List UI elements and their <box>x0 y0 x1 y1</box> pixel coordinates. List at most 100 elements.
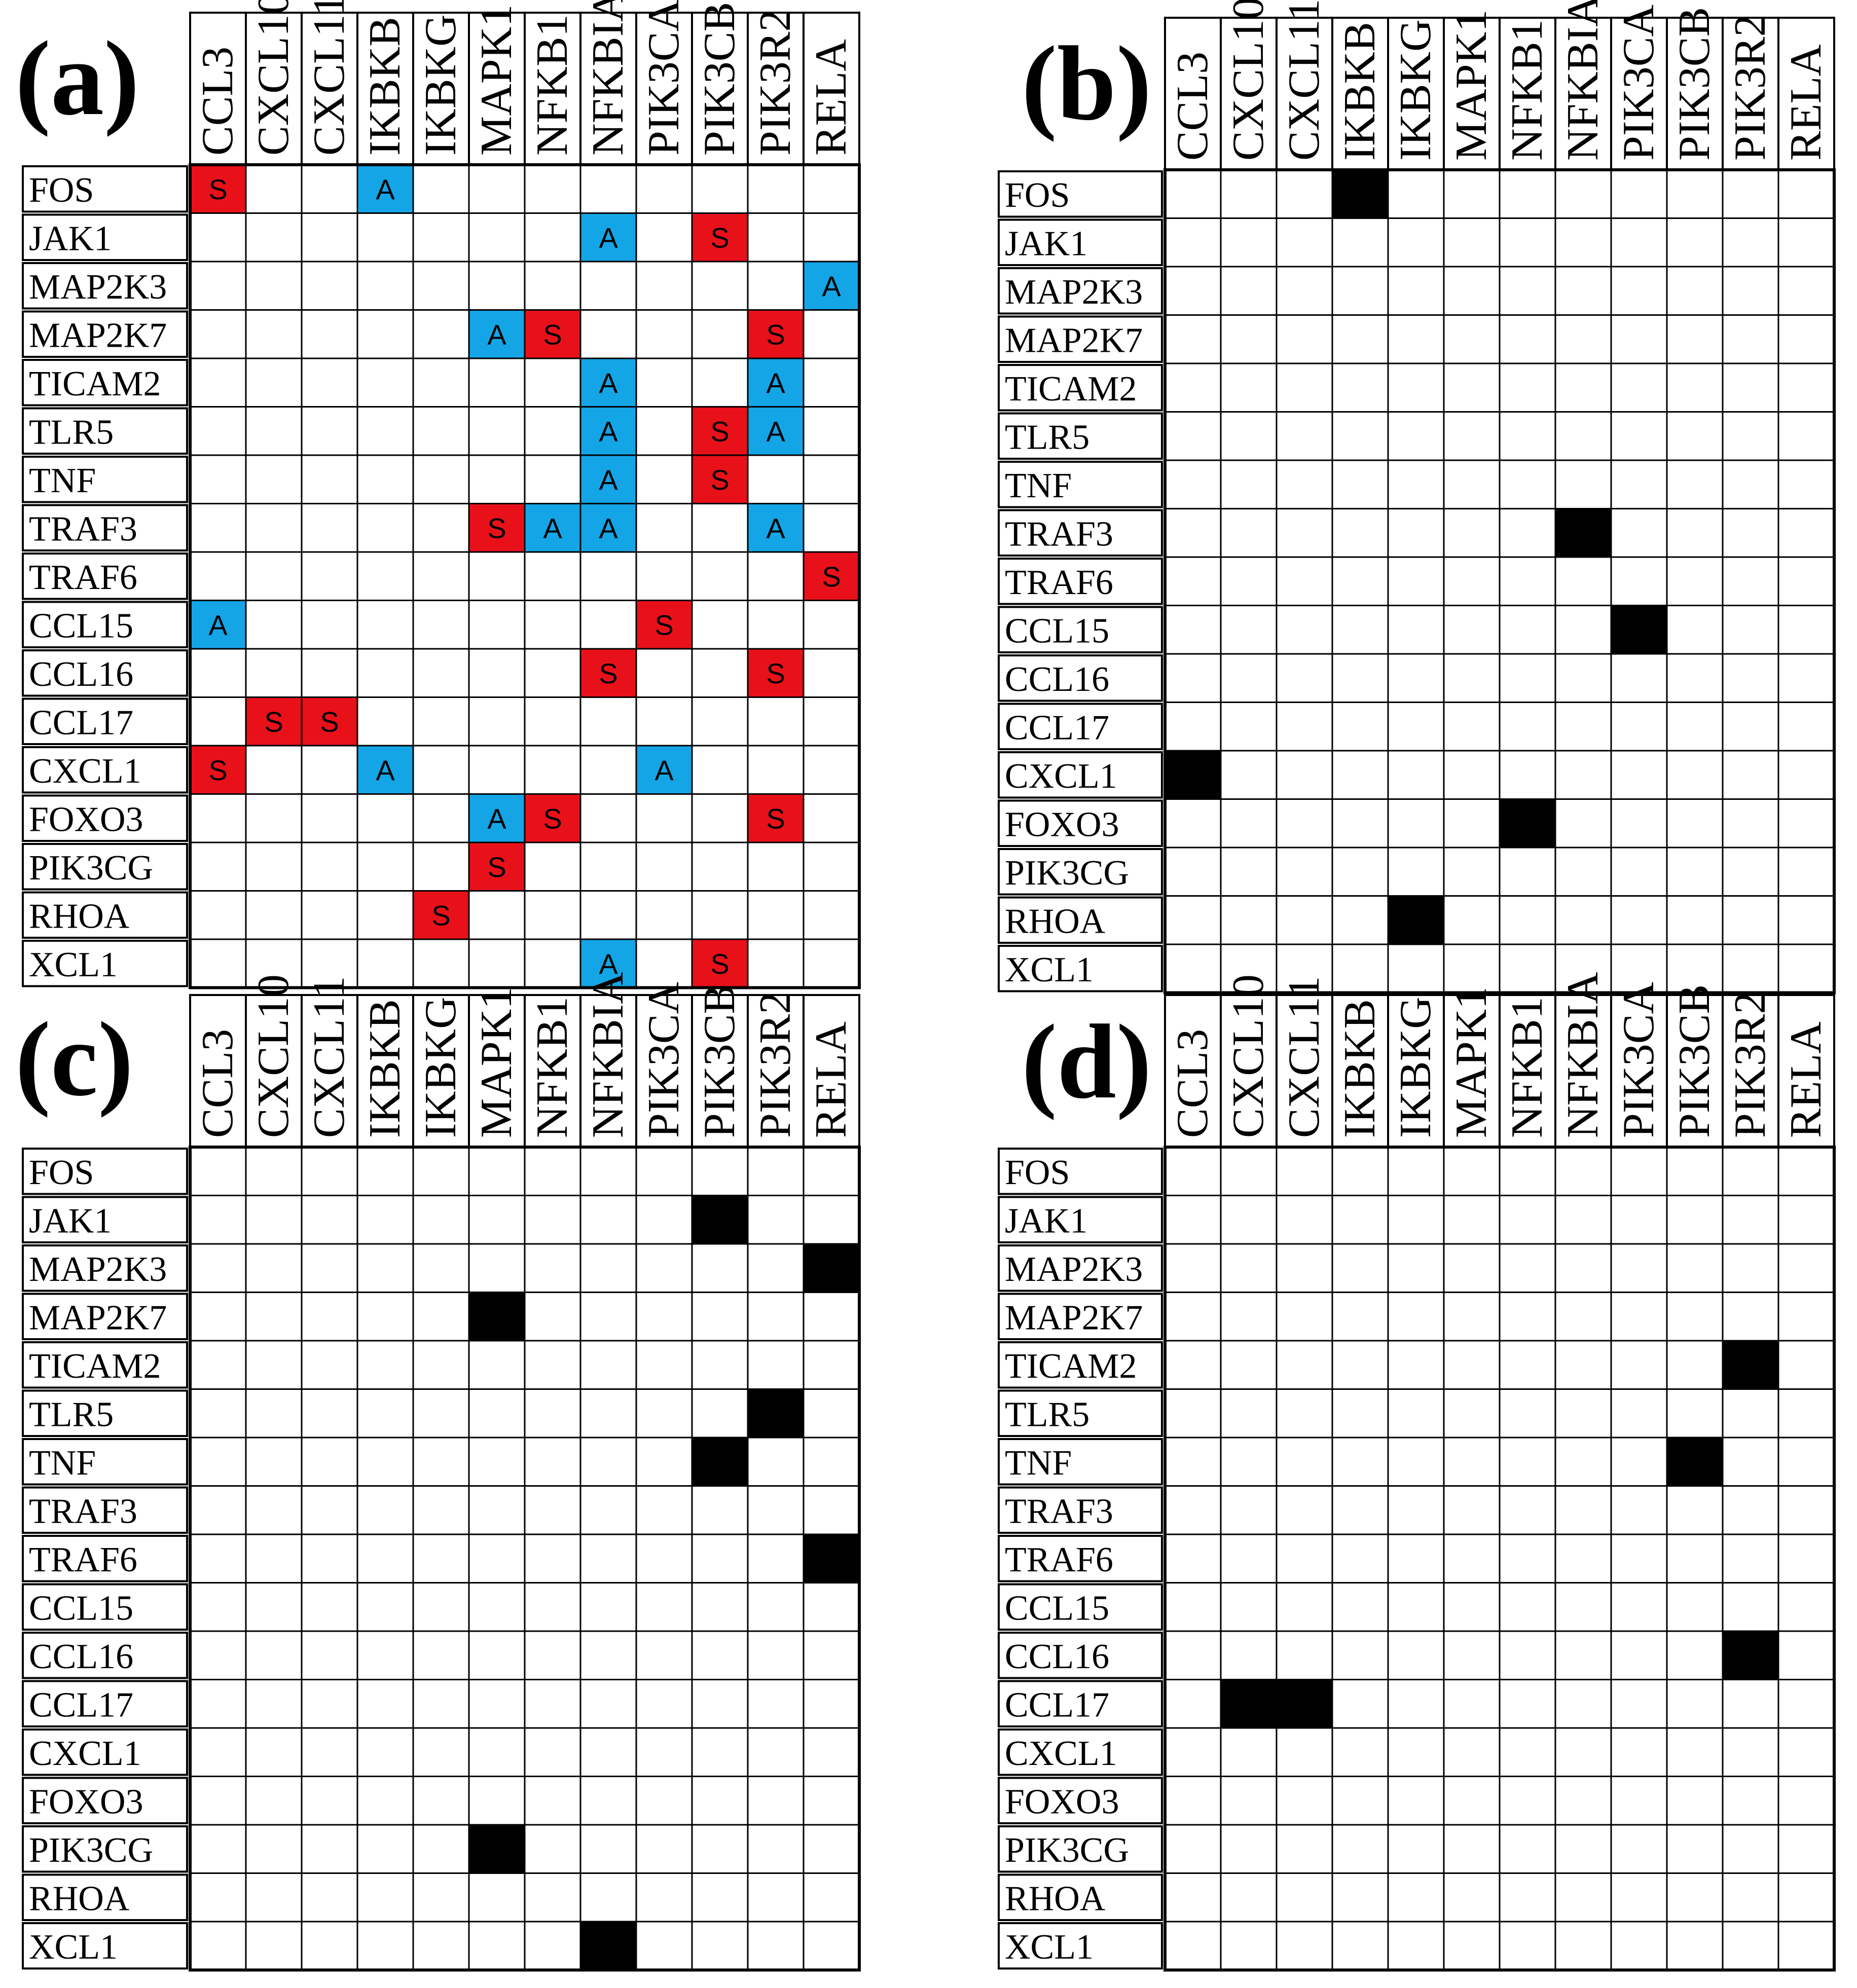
column-label: IKBKG <box>416 997 465 1138</box>
row-header-box <box>998 1244 1163 1292</box>
row-label: JAK1 <box>29 1201 112 1240</box>
panel-label: (a) <box>15 20 139 137</box>
row-header-box <box>998 1341 1163 1389</box>
row-header-box <box>22 746 188 794</box>
row-header-box <box>998 945 1163 992</box>
cell-mark-label: S <box>208 173 227 205</box>
row-header-box <box>22 504 188 551</box>
row-label: RHOA <box>29 897 130 936</box>
row-header-box <box>22 1632 188 1679</box>
row-label: FOS <box>29 1153 94 1192</box>
cell-FOXO3-NFKB1 <box>1500 799 1555 848</box>
column-label: CCL3 <box>1168 1029 1217 1138</box>
row-label: MAP2K3 <box>29 1250 167 1289</box>
column-label: CXCL10 <box>1224 974 1273 1138</box>
row-header-box <box>22 794 188 842</box>
cell-mark-label: S <box>766 318 785 350</box>
row-label: MAP2K7 <box>29 1298 167 1337</box>
row-header-box <box>998 364 1163 412</box>
column-label: MAPK1 <box>1447 10 1496 161</box>
cell-mark-label: A <box>766 415 785 447</box>
row-label: CCL17 <box>29 703 133 742</box>
row-header-box <box>22 697 188 745</box>
cell-TLR5-PIK3CB <box>692 407 748 455</box>
column-label: MAPK1 <box>472 5 521 156</box>
column-label: PIK3R2 <box>1726 15 1775 161</box>
cell-RHOA-IKBKG <box>413 891 469 939</box>
row-header-box <box>22 1148 188 1195</box>
row-label: RHOA <box>29 1879 130 1918</box>
row-header-box <box>998 1196 1163 1243</box>
row-header-box <box>22 1825 188 1873</box>
row-header-box <box>998 799 1163 847</box>
cell-CCL16-PIK3R2 <box>748 649 804 697</box>
row-label: TNF <box>1005 1444 1072 1483</box>
column-label: RELA <box>807 1021 856 1138</box>
cell-mark-label: A <box>599 464 618 496</box>
cell-mark-label: A <box>599 415 618 447</box>
cell-mark-label: S <box>822 561 841 593</box>
cell-mark-label: A <box>376 754 395 786</box>
row-header-box <box>998 751 1163 799</box>
column-label: CCL3 <box>193 1029 242 1138</box>
cell-PIK3CG-MAPK1 <box>469 842 525 891</box>
row-header-box <box>22 843 188 891</box>
row-label: TNF <box>29 461 96 500</box>
row-label: TICAM2 <box>29 364 161 403</box>
row-header-box <box>22 601 188 648</box>
row-header-box <box>22 359 188 407</box>
cell-TNF-NFKBIA <box>580 455 636 504</box>
row-label: XCL1 <box>29 1928 118 1967</box>
row-label: TRAF3 <box>29 1492 137 1531</box>
cell-CCL15-PIK3CA <box>636 600 692 649</box>
row-label: CCL16 <box>29 655 133 694</box>
row-label: CCL15 <box>29 606 133 645</box>
row-label: RHOA <box>1005 1879 1106 1918</box>
cell-TNF-PIK3CB <box>692 455 748 504</box>
column-label: IKBKB <box>1335 999 1385 1138</box>
row-label: MAP2K7 <box>1005 1298 1143 1337</box>
row-label: XCL1 <box>1005 950 1094 989</box>
row-header-box <box>22 1535 188 1582</box>
cell-FOS-IKBKB <box>357 165 413 213</box>
cell-FOS-IKBKB <box>1332 170 1388 218</box>
cell-TNF-PIK3CB <box>1667 1438 1723 1486</box>
row-label: CCL16 <box>1005 660 1109 699</box>
column-label: MAPK1 <box>472 987 521 1138</box>
cell-mark-label: A <box>599 948 618 980</box>
column-label: NFKB1 <box>528 14 577 156</box>
row-header-box <box>22 1293 188 1340</box>
column-label: CXCL11 <box>305 976 354 1138</box>
row-header-box <box>22 1873 188 1921</box>
row-header-box <box>22 407 188 455</box>
cell-mark-label: S <box>710 222 729 253</box>
row-label: CCL15 <box>1005 1589 1109 1628</box>
row-label: FOXO3 <box>29 800 143 839</box>
cell-mark-label: S <box>710 415 729 447</box>
row-header-box <box>22 891 188 939</box>
column-label: PIK3CA <box>1614 982 1663 1138</box>
cell-mark-label: A <box>543 512 562 544</box>
row-header-box <box>998 1632 1163 1679</box>
row-label: JAK1 <box>1005 1201 1087 1240</box>
cell-mark-label: A <box>376 173 395 205</box>
row-header-box <box>22 262 188 310</box>
cell-mark-label: S <box>543 802 562 834</box>
row-label: JAK1 <box>1005 224 1087 263</box>
column-label: NFKBIA <box>1558 972 1608 1138</box>
row-header-box <box>998 509 1163 557</box>
row-header-box <box>998 1922 1163 1970</box>
column-label: CXCL10 <box>1224 0 1273 161</box>
column-label: NFKB1 <box>528 997 577 1138</box>
row-header-box <box>22 165 188 213</box>
cell-TRAF3-NFKB1 <box>525 503 580 552</box>
cell-mark-label: S <box>766 802 785 834</box>
cell-mark-label: S <box>654 609 673 641</box>
row-header-box <box>998 1825 1163 1873</box>
row-label: PIK3CG <box>1005 854 1129 893</box>
column-label: CXCL11 <box>305 0 354 156</box>
row-label: CCL15 <box>1005 611 1109 650</box>
